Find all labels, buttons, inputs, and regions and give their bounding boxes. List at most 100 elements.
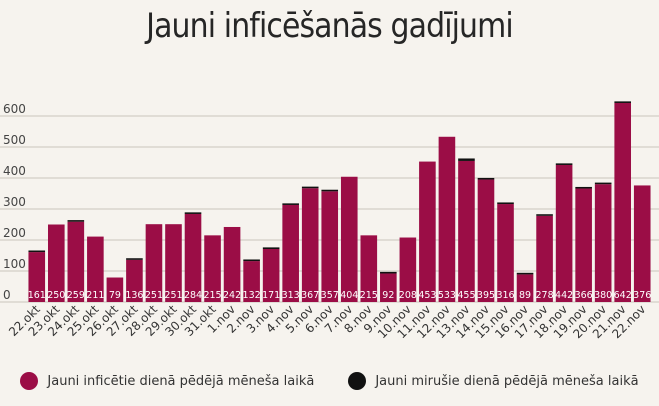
bar-value-label: 251 [145,290,163,301]
bar-infected [555,164,573,302]
bar-deaths [458,158,475,161]
bar-deaths [594,182,612,185]
bar-deaths [497,202,514,205]
bar-infected [516,274,534,302]
bar-infected [438,136,456,302]
legend-swatch-infected [20,372,39,390]
bar-value-label: 161 [28,290,46,301]
bar-infected [477,179,495,302]
legend-item-infected: Jauni inficētie dienā pēdējā mēneša laik… [20,372,314,390]
bar-infected [594,184,612,302]
bar-value-label: 215 [360,290,378,301]
bar-infected [497,204,514,302]
bar-infected [106,277,124,302]
bar-value-label: 442 [555,290,573,301]
bar-value-label: 215 [203,290,221,301]
bar-infected [184,213,202,302]
bar-infected [419,161,436,302]
bar-deaths [184,212,202,214]
bar-value-label: 171 [262,290,280,301]
bar-infected [47,224,65,302]
bar-infected [262,248,280,302]
bar-value-label: 357 [321,290,339,301]
bar-deaths [243,259,260,262]
bar-value-label: 92 [382,290,394,301]
bar-deaths [516,272,534,275]
bar-value-label: 250 [47,290,65,301]
legend-item-deaths: Jauni mirušie dienā pēdējā mēneša laikā [348,372,639,390]
bar-value-label: 367 [301,290,319,301]
bar-deaths [262,247,280,249]
bar-deaths [321,189,339,192]
bar-infected [360,235,378,302]
bar-deaths [575,186,592,189]
bar-deaths [536,214,553,216]
bar-value-label: 642 [614,290,632,301]
y-axis-ticks: 0 100 200 300 400 500 600 [3,102,26,302]
bar-value-label: 132 [243,290,261,301]
bar-deaths [380,271,397,274]
bar-value-label: 404 [340,290,358,301]
bar-value-label: 366 [575,290,593,301]
bar-infected [204,235,221,302]
bar-value-label: 79 [109,290,121,301]
bar-value-label: 89 [519,290,531,301]
bar-infected [321,191,339,302]
bar-value-label: 395 [477,290,495,301]
x-axis-labels: 22.okt23.okt24.okt25.okt26.okt27.okt28.o… [6,302,648,341]
bar-infected [165,224,182,302]
bar-value-label: 376 [633,290,651,301]
bar-value-label: 208 [399,290,417,301]
bar-value-label: 242 [223,290,241,301]
bar-value-label: 278 [536,290,554,301]
bar-infected [223,226,241,302]
bar-infected [458,160,475,302]
bar-value-label: 313 [282,290,300,301]
bar-deaths [555,163,573,165]
bar-deaths [301,186,319,189]
legend-label-deaths: Jauni mirušie dienā pēdējā mēneša laikā [375,373,639,389]
legend-label-infected: Jauni inficētie dienā pēdējā mēneša laik… [47,373,315,389]
bar-value-label: 380 [594,290,612,301]
bar-infected [301,188,319,302]
bar-infected [575,188,592,302]
y-tick-label: 200 [3,226,26,240]
bar-infected [614,102,632,302]
y-tick-label: 300 [3,195,26,209]
bar-value-label: 453 [418,290,436,301]
chart-title: Jauni inficēšanās gadījumi [146,6,514,46]
bar-value-label: 284 [184,290,202,301]
bar-infected [145,224,163,302]
bar-infected [28,252,46,302]
y-tick-label: 100 [3,257,26,271]
legend-swatch-deaths [348,372,367,390]
bar-infected [340,176,358,302]
bar-infected [282,204,299,302]
bar-infected [87,236,104,302]
y-tick-label: 0 [3,288,11,302]
y-tick-label: 500 [3,133,26,147]
bar-deaths [614,101,632,103]
bar-infected [399,237,417,302]
bar-value-label: 211 [86,290,104,301]
bar-value-label: 533 [438,290,456,301]
value-labels: 161 250 259 211 79 136 251 251 284 215 242 132 171 31… [28,290,652,301]
bars [28,101,651,302]
bar-infected [126,259,143,302]
bar-infected [67,221,85,302]
bar-value-label: 136 [125,290,143,301]
y-tick-label: 400 [3,164,26,178]
bar-value-label: 455 [457,290,475,301]
bar-value-label: 251 [164,290,182,301]
bar-infected [243,261,260,302]
bar-deaths [477,177,495,180]
bar-value-label: 259 [67,290,85,301]
y-tick-label: 600 [3,102,26,116]
bar-value-label: 316 [496,290,514,301]
legend: Jauni inficētie dienā pēdējā mēneša laik… [0,372,659,390]
bar-infected [633,185,651,302]
bar-deaths [126,258,143,260]
bar-infected [536,215,553,302]
bar-deaths [28,250,46,253]
